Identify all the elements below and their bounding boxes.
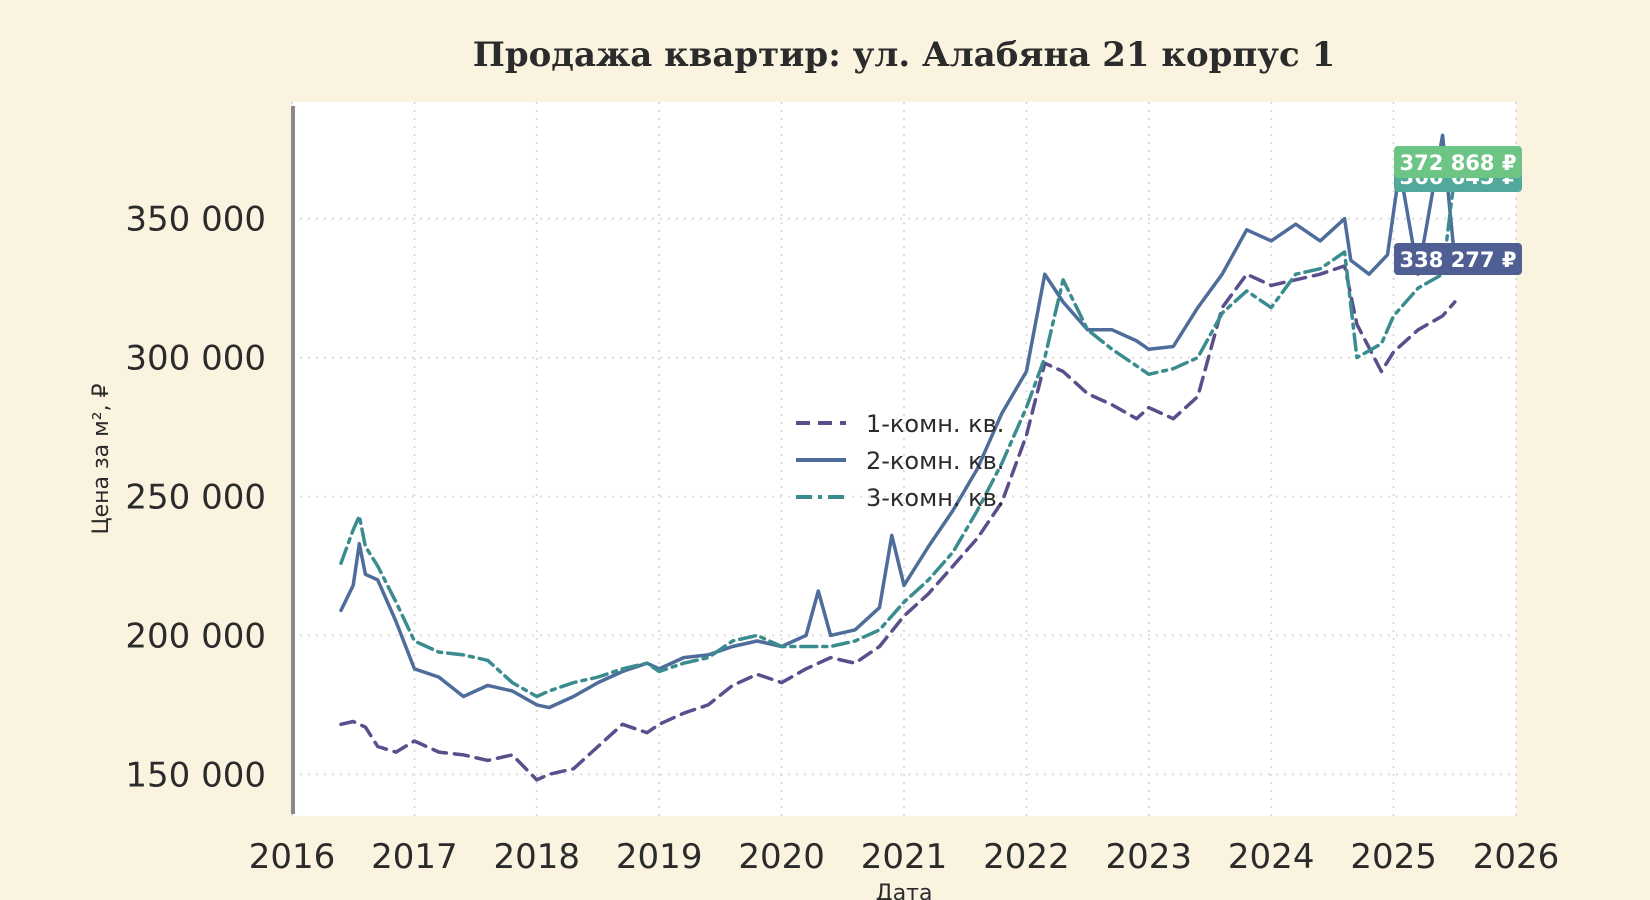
series-line-3 — [339, 172, 1457, 699]
legend-label-2: 2-комн. кв. — [866, 447, 1004, 475]
y-axis-label: Цена за м², ₽ — [89, 383, 114, 534]
end-label-box-2 — [1394, 146, 1522, 178]
legend: 1-комн. кв. 2-комн. кв. 3-комн. кв. — [796, 410, 1004, 512]
x-tick-label: 2017 — [371, 837, 458, 877]
plot-area — [292, 102, 1516, 816]
x-tick-label: 2020 — [738, 837, 825, 877]
y-tick-label: 150 000 — [125, 755, 266, 795]
y-tick-label: 250 000 — [125, 478, 266, 518]
x-tick-label: 2025 — [1350, 837, 1437, 877]
x-tick-label: 2023 — [1106, 837, 1193, 877]
end-label-1: 338 277 ₽ — [1400, 248, 1517, 272]
legend-label-3: 3-комн. кв. — [866, 484, 1004, 512]
end-label-box-1 — [1394, 243, 1522, 275]
x-axis-label: Дата — [876, 881, 933, 900]
series-line-1 — [339, 264, 1457, 782]
x-tick-label: 2018 — [494, 837, 581, 877]
end-label-2: 372 868 ₽ — [1400, 151, 1517, 175]
x-tick-label: 2022 — [983, 837, 1070, 877]
chart-title: Продажа квартир: ул. Алабяна 21 корпус 1 — [473, 35, 1336, 75]
y-tick-label: 200 000 — [125, 616, 266, 656]
x-tick-label: 2026 — [1473, 837, 1560, 877]
y-tick-label: 350 000 — [125, 200, 266, 240]
x-tick-label: 2019 — [616, 837, 703, 877]
x-tick-label: 2016 — [249, 837, 336, 877]
series-lines — [339, 133, 1457, 782]
x-tick-labels: 2016 2017 2018 2019 2020 2021 2022 2023 2024 2025… — [249, 837, 1560, 877]
series-line-2 — [339, 133, 1457, 710]
y-tick-label: 300 000 — [125, 339, 266, 379]
x-tick-label: 2024 — [1228, 837, 1315, 877]
y-tick-labels: 150 000 200 000 250 000 300 000 350 000 — [125, 200, 266, 796]
legend-label-1: 1-комн. кв. — [866, 410, 1004, 438]
x-tick-label: 2021 — [861, 837, 948, 877]
end-labels: 366 645 ₽338 277 ₽372 868 ₽ — [1394, 146, 1522, 275]
